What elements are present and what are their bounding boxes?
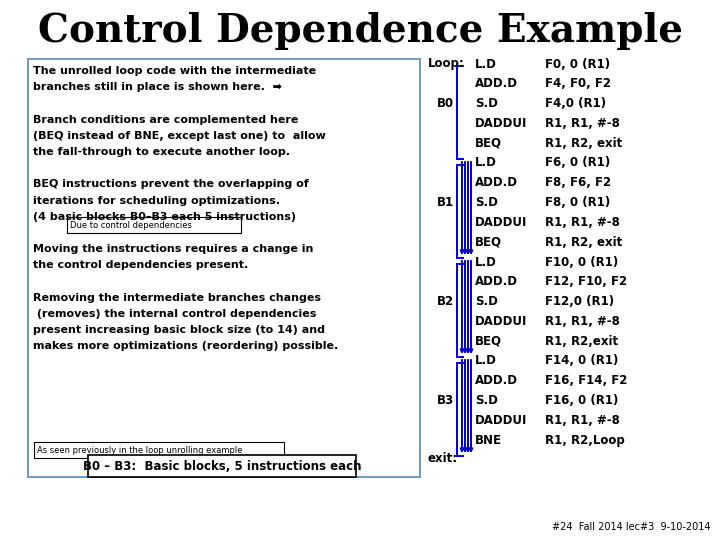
Text: BNE: BNE: [475, 434, 502, 447]
Text: The unrolled loop code with the intermediate: The unrolled loop code with the intermed…: [33, 66, 316, 76]
FancyBboxPatch shape: [88, 455, 356, 477]
Text: #24  Fall 2014 lec#3  9-10-2014: #24 Fall 2014 lec#3 9-10-2014: [552, 522, 710, 532]
Text: F8, F6, F2: F8, F6, F2: [545, 176, 611, 190]
Text: R1, R2,Loop: R1, R2,Loop: [545, 434, 625, 447]
Text: B2: B2: [437, 295, 454, 308]
Text: BEQ: BEQ: [475, 235, 502, 249]
Text: Moving the instructions requires a change in: Moving the instructions requires a chang…: [33, 244, 313, 254]
Text: exit:: exit:: [428, 451, 458, 464]
Text: L.D: L.D: [475, 255, 497, 268]
Text: R1, R2, exit: R1, R2, exit: [545, 137, 622, 150]
Text: DADDUI: DADDUI: [475, 216, 527, 229]
Text: (removes) the internal control dependencies: (removes) the internal control dependenc…: [33, 309, 316, 319]
Text: As seen previously in the loop unrolling example: As seen previously in the loop unrolling…: [37, 446, 243, 455]
FancyBboxPatch shape: [34, 442, 284, 458]
Text: R1, R1, #-8: R1, R1, #-8: [545, 315, 620, 328]
Text: ADD.D: ADD.D: [475, 176, 518, 190]
Text: the control dependencies present.: the control dependencies present.: [33, 260, 248, 271]
Text: F10, 0 (R1): F10, 0 (R1): [545, 255, 618, 268]
Text: R1, R1, #-8: R1, R1, #-8: [545, 117, 620, 130]
Text: DADDUI: DADDUI: [475, 117, 527, 130]
Text: ADD.D: ADD.D: [475, 374, 518, 387]
Text: F14, 0 (R1): F14, 0 (R1): [545, 354, 618, 368]
Text: R1, R2,exit: R1, R2,exit: [545, 335, 618, 348]
Text: ADD.D: ADD.D: [475, 275, 518, 288]
Text: F6, 0 (R1): F6, 0 (R1): [545, 157, 611, 170]
Text: BEQ instructions prevent the overlapping of: BEQ instructions prevent the overlapping…: [33, 179, 309, 190]
Text: DADDUI: DADDUI: [475, 315, 527, 328]
Text: F12, F10, F2: F12, F10, F2: [545, 275, 627, 288]
Text: B0: B0: [437, 97, 454, 110]
Text: F8, 0 (R1): F8, 0 (R1): [545, 196, 611, 209]
Text: makes more optimizations (reordering) possible.: makes more optimizations (reordering) po…: [33, 341, 338, 352]
Text: iterations for scheduling optimizations.: iterations for scheduling optimizations.: [33, 195, 280, 206]
Text: present increasing basic block size (to 14) and: present increasing basic block size (to …: [33, 325, 325, 335]
Text: Control Dependence Example: Control Dependence Example: [37, 12, 683, 50]
Text: B0 – B3:  Basic blocks, 5 instructions each: B0 – B3: Basic blocks, 5 instructions ea…: [83, 460, 361, 472]
Text: B3: B3: [437, 394, 454, 407]
Text: B1: B1: [437, 196, 454, 209]
Text: ADD.D: ADD.D: [475, 77, 518, 90]
Text: F4,0 (R1): F4,0 (R1): [545, 97, 606, 110]
Text: F12,0 (R1): F12,0 (R1): [545, 295, 614, 308]
Text: Loop:: Loop:: [428, 57, 464, 71]
Text: S.D: S.D: [475, 295, 498, 308]
Text: S.D: S.D: [475, 97, 498, 110]
Text: L.D: L.D: [475, 157, 497, 170]
Text: R1, R1, #-8: R1, R1, #-8: [545, 414, 620, 427]
Text: R1, R2, exit: R1, R2, exit: [545, 235, 622, 249]
FancyBboxPatch shape: [67, 217, 241, 233]
Text: BEQ: BEQ: [475, 335, 502, 348]
Text: BEQ: BEQ: [475, 137, 502, 150]
Text: Removing the intermediate branches changes: Removing the intermediate branches chang…: [33, 293, 321, 303]
Text: L.D: L.D: [475, 57, 497, 71]
Text: Due to control dependencies: Due to control dependencies: [70, 221, 192, 230]
FancyBboxPatch shape: [28, 59, 420, 477]
Text: DADDUI: DADDUI: [475, 414, 527, 427]
Text: (4 basic blocks B0–B3 each 5 instructions): (4 basic blocks B0–B3 each 5 instruction…: [33, 212, 296, 222]
Text: F16, 0 (R1): F16, 0 (R1): [545, 394, 618, 407]
Text: R1, R1, #-8: R1, R1, #-8: [545, 216, 620, 229]
Text: (BEQ instead of BNE, except last one) to  allow: (BEQ instead of BNE, except last one) to…: [33, 131, 325, 141]
Text: F4, F0, F2: F4, F0, F2: [545, 77, 611, 90]
Text: Branch conditions are complemented here: Branch conditions are complemented here: [33, 114, 298, 125]
Text: branches still in place is shown here.  ➡: branches still in place is shown here. ➡: [33, 82, 282, 92]
Text: F0, 0 (R1): F0, 0 (R1): [545, 57, 610, 71]
Text: F16, F14, F2: F16, F14, F2: [545, 374, 627, 387]
Text: S.D: S.D: [475, 394, 498, 407]
Text: the fall-through to execute another loop.: the fall-through to execute another loop…: [33, 147, 290, 157]
Text: S.D: S.D: [475, 196, 498, 209]
Text: L.D: L.D: [475, 354, 497, 368]
